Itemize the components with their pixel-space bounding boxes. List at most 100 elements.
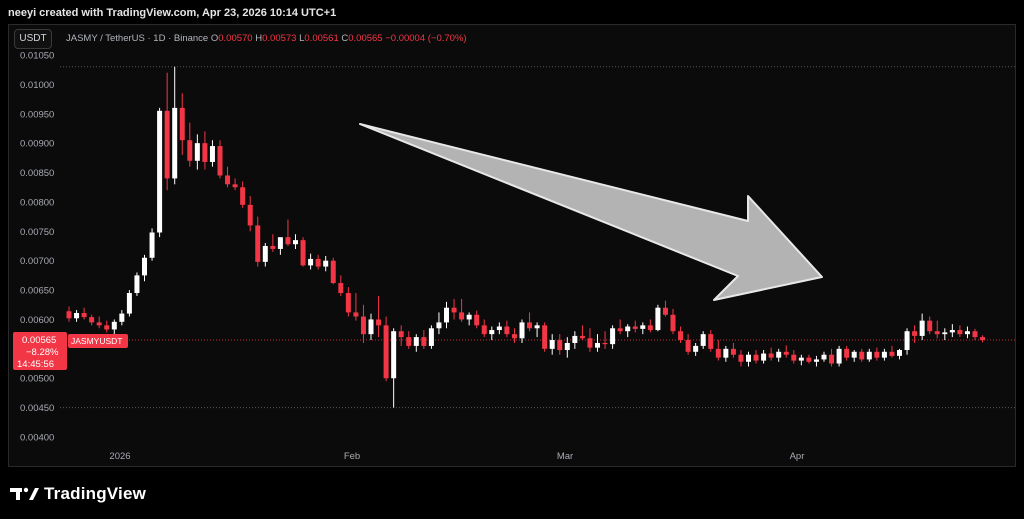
candle-body [504, 326, 510, 335]
candle-body [715, 348, 721, 358]
candle-body [247, 204, 253, 226]
candle-body [285, 237, 291, 245]
y-tick-label: 0.01000 [20, 80, 54, 91]
price-tag-countdown: 14:45:56 [17, 359, 54, 370]
candle-body [194, 143, 200, 161]
candle-body [179, 107, 185, 141]
high-value: 0.00573 [262, 33, 297, 44]
candle-body [534, 325, 540, 329]
time-axis[interactable]: 2026 Feb Mar Apr [109, 451, 804, 462]
candle-body [209, 146, 215, 162]
candle-body [972, 331, 978, 338]
candle-body [142, 257, 147, 276]
y-tick-label: 0.00400 [20, 433, 54, 444]
candle-body [315, 258, 321, 267]
candle-body [345, 293, 351, 313]
candle-body [459, 312, 465, 320]
candle-body [466, 314, 472, 320]
y-tick-label: 0.00500 [20, 374, 54, 385]
candle-body [406, 337, 412, 346]
symbol-tag-label: JASMYUSDT [71, 336, 122, 346]
candle-body [821, 354, 827, 360]
candle-body [874, 351, 880, 358]
candle-body [119, 313, 125, 322]
candle-body [134, 275, 140, 294]
candle-body [353, 312, 359, 317]
candle-body [579, 335, 585, 339]
candle-body [949, 330, 955, 333]
candle-body [270, 246, 276, 249]
candle-body [330, 260, 336, 284]
candle-body [881, 351, 887, 358]
candle-body [104, 325, 110, 330]
price-tag-change: −8.28% [26, 347, 59, 358]
candle-body [934, 331, 940, 335]
close-label: C [341, 33, 349, 44]
candle-body [557, 340, 563, 351]
candle-body [897, 350, 902, 356]
candle-body [413, 337, 419, 346]
candle-body [730, 348, 736, 355]
candle-body [859, 351, 865, 360]
brand-logo[interactable]: TradingView [10, 484, 146, 504]
candle-body [428, 328, 434, 346]
candle-body [919, 320, 925, 336]
price-axis[interactable]: 0.01050 0.01000 0.00950 0.00900 0.00850 0.008… [20, 51, 54, 444]
candle-body [308, 258, 314, 266]
tradingview-logo-icon [10, 487, 39, 500]
down-trend-arrow-icon[interactable] [359, 123, 823, 301]
candle-body [383, 325, 389, 379]
candle-body [889, 351, 895, 356]
candle-body [836, 348, 842, 364]
candle-body [866, 351, 872, 360]
candle-body [444, 307, 449, 323]
candle-body [157, 110, 163, 233]
candle-body [602, 342, 608, 345]
candle-body [232, 184, 238, 188]
chart-panel[interactable] [8, 24, 1016, 467]
candle-body [813, 359, 819, 362]
candle-body [323, 260, 329, 267]
close-value: 0.00565 [348, 33, 383, 44]
y-tick-label: 0.00450 [20, 403, 54, 414]
x-tick-label: Mar [557, 451, 573, 462]
x-tick-label: 2026 [109, 451, 130, 462]
candle-body [662, 307, 668, 315]
candle-body [640, 325, 646, 329]
pair-label[interactable]: JASMY / TetherUS · 1D · Binance [66, 33, 209, 44]
low-label: L [299, 33, 305, 44]
candle-body [164, 110, 170, 179]
candle-body [217, 146, 223, 176]
candle-body [496, 326, 502, 331]
change-value: −0.00004 (−0.70%) [385, 33, 467, 44]
currency-button[interactable]: USDT [14, 29, 52, 49]
candle-body [549, 340, 555, 349]
candle-body [111, 321, 117, 330]
candle-body [791, 354, 797, 361]
brand-name: TradingView [44, 484, 147, 503]
candle-body [225, 175, 231, 185]
candle-body [700, 334, 706, 346]
candle-body [670, 314, 676, 332]
candle-body [360, 316, 366, 335]
y-tick-label: 0.00650 [20, 286, 54, 297]
candle-body [293, 240, 298, 245]
candle-body [617, 328, 623, 332]
candle-body [685, 340, 691, 352]
candle-body [421, 337, 427, 346]
candle-body [776, 351, 782, 358]
candle-body [89, 317, 95, 323]
candle-body [798, 357, 804, 361]
price-tag-box [13, 332, 67, 370]
candle-body [942, 332, 948, 335]
y-tick-label: 0.00700 [20, 256, 54, 267]
candle-body [474, 314, 480, 326]
candle-body [610, 328, 616, 345]
open-value: 0.00570 [218, 33, 253, 44]
candle-body [564, 342, 570, 351]
candle-body [542, 325, 548, 349]
symbol-tag-box [68, 334, 128, 348]
x-tick-label: Apr [790, 451, 805, 462]
candle-body [436, 322, 442, 329]
